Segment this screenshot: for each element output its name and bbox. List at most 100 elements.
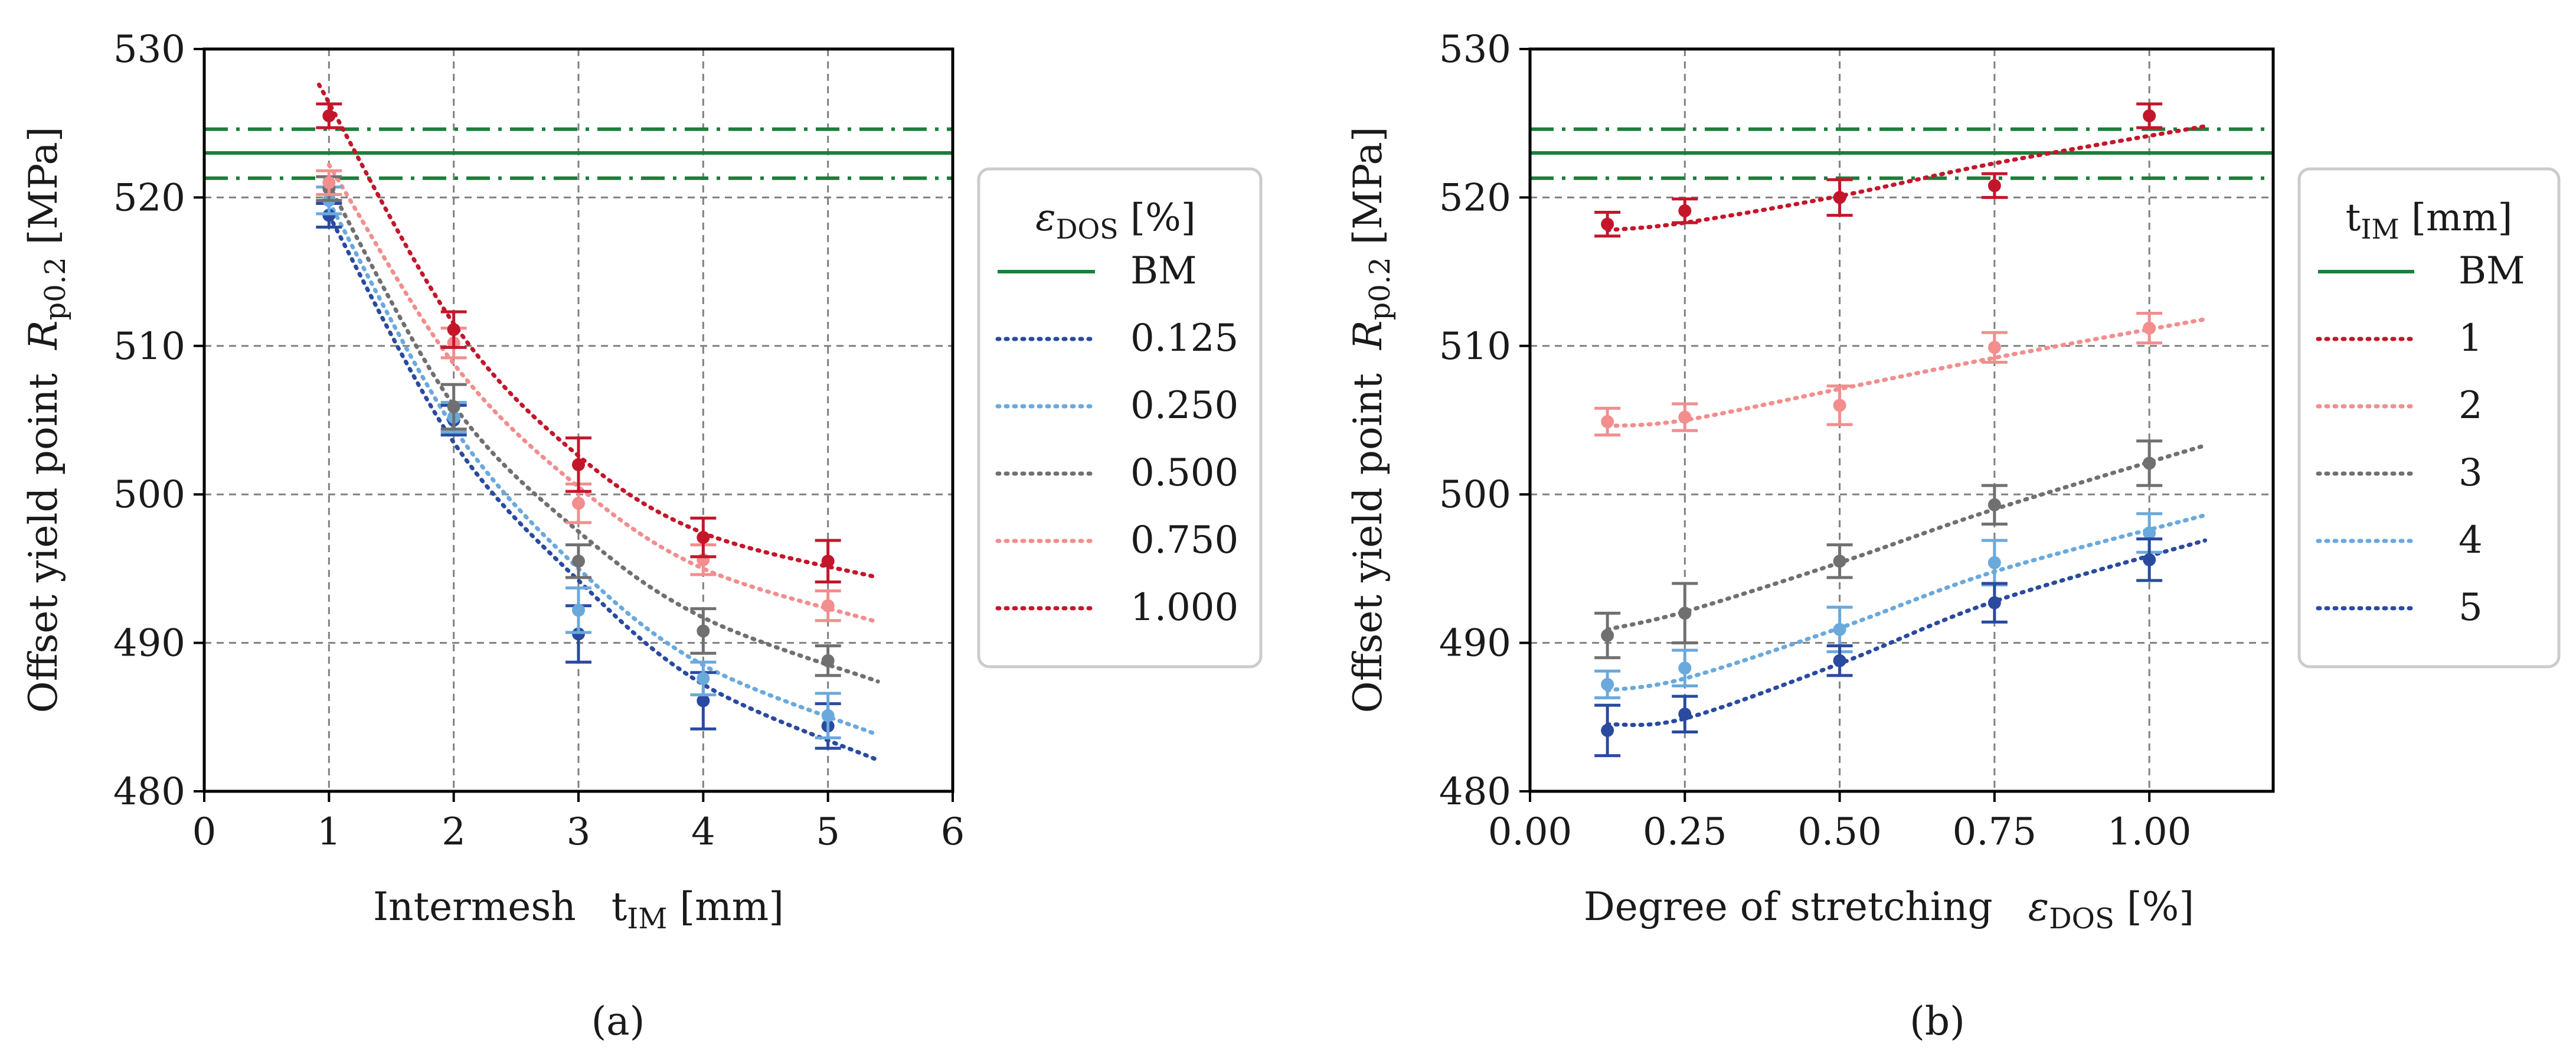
panel-b-marker-5-1: [1678, 707, 1692, 721]
panel-a-point-0.500-4: [815, 644, 841, 677]
panel-b-y-label-unit: [MPa]: [1345, 127, 1391, 257]
panel-a-x-label-symbol: t: [612, 884, 627, 929]
panel-a-y-label-unit: [MPa]: [21, 127, 66, 257]
panel-b-point-2-3: [1981, 331, 2008, 364]
panel-a-fit-curves: [316, 82, 880, 762]
panel-b-x-tick-label-1: 0.25: [1643, 810, 1727, 854]
panel-b-marker-1-2: [1833, 191, 1846, 204]
panel-a-legend-label-1.000: 1.000: [1130, 586, 1238, 630]
panel-b-legend-label-3: 3: [2459, 451, 2483, 495]
panel-a-y-tick-label-0: 480: [113, 770, 185, 814]
panel-b-y-tick-label-2: 500: [1439, 473, 1511, 517]
panel-a-point-0.250-3: [690, 660, 717, 697]
panel-a-point-1.000-1: [440, 310, 467, 349]
panel-a-y-tick-label-5: 530: [113, 28, 185, 71]
panel-b-x-label-unit: [%]: [2114, 884, 2194, 929]
panel-b-point-3-0: [1594, 611, 1621, 660]
panel-b-marker-5-0: [1601, 723, 1614, 737]
panel-b-y-tick-label-4: 520: [1439, 176, 1511, 220]
panel-b-legend-label-5: 5: [2459, 586, 2483, 630]
panel-b-point-5-1: [1672, 694, 1698, 733]
panel-b-legend-label-1: 1: [2459, 317, 2483, 360]
panel-a-legend-entry-0.750: 0.750: [995, 518, 1238, 562]
panel-a-legend-label-BM: BM: [1130, 249, 1197, 293]
panel-b-chart: 0.00 0.25 0.50 0.75 1.00 480 490 500 510 520 530 O…: [1345, 28, 2561, 1044]
panel-b-marker-2-3: [1987, 341, 2001, 354]
panel-a-y-label-sub: p0.2: [39, 257, 72, 320]
panel-b-fit-curve-4: [1605, 513, 2208, 693]
panel-b-y-label-sub: p0.2: [1364, 257, 1397, 320]
panel-a-x-tick-label-3: 3: [567, 810, 591, 854]
panel-a-y-label-main: Offset yield point: [21, 373, 66, 713]
panel-b-marker-5-4: [2143, 553, 2156, 566]
panel-a-marker-0.125-0: [322, 208, 336, 222]
panel-b-plot-frame: [1528, 47, 2275, 793]
panel-b-y-tick-label-3: 510: [1439, 325, 1511, 368]
panel-b-marker-4-1: [1678, 661, 1692, 675]
panel-b-legend-entries: BM 1 2 3 4 5: [2316, 249, 2525, 630]
panel-b-marker-3-2: [1833, 555, 1846, 568]
panel-b-marker-3-4: [2143, 456, 2156, 470]
panel-a-x-label-main: Intermesh: [373, 884, 576, 929]
panel-a-marker-1.000-2: [572, 458, 585, 471]
panel-b-point-4-0: [1594, 669, 1621, 700]
panel-b-x-label-symbol: ε: [2028, 884, 2049, 929]
panel-a-marker-1.000-0: [322, 109, 336, 123]
panel-a-fit-curve-0.500: [326, 183, 880, 684]
panel-b-point-2-1: [1672, 402, 1698, 432]
panel-b-legend-entry-BM: BM: [2318, 249, 2525, 293]
panel-b-point-5-0: [1594, 703, 1621, 758]
panel-b-legend-entry-5: 5: [2316, 586, 2483, 630]
panel-b-legend-title-symbol: t: [2346, 196, 2361, 240]
panel-b-ticks: 0.00 0.25 0.50 0.75 1.00 480 490 500 510 520 530: [1439, 28, 2192, 854]
panel-a-legend-title-symbol: ε: [1035, 196, 1055, 240]
panel-a-point-0.500-3: [690, 607, 717, 655]
panel-b-point-1-2: [1826, 178, 1853, 217]
panel-b-point-5-3: [1981, 582, 2008, 624]
panel-b-legend-title-sub: IM: [2361, 213, 2399, 245]
panel-a-marker-0.750-4: [821, 599, 835, 612]
panel-a-legend-title-sub: DOS: [1056, 213, 1119, 245]
panel-b-point-5-4: [2136, 537, 2163, 582]
panel-a-legend-label-0.500: 0.500: [1130, 451, 1238, 495]
panel-b-x-tick-label-2: 0.50: [1797, 810, 1882, 854]
panel-b-x-tick-label-0: 0.00: [1488, 810, 1573, 854]
panel-a-point-0.125-2: [565, 604, 591, 664]
panel-b-legend-box: [2297, 167, 2561, 668]
panel-a-y-tick-label-4: 520: [113, 176, 185, 220]
panel-b-y-tick-label-0: 480: [1439, 770, 1511, 814]
panel-a-marker-0.250-3: [697, 671, 710, 685]
panel-a-legend-entry-BM: BM: [998, 249, 1197, 293]
panel-a-legend-entry-0.250: 0.250: [995, 384, 1238, 428]
panel-a-marker-0.500-4: [821, 654, 835, 667]
panel-b-marker-4-2: [1833, 622, 1846, 636]
panel-b-marker-1-4: [2143, 109, 2156, 123]
panel-a-marker-0.750-0: [322, 176, 336, 190]
panel-b-marker-3-3: [1987, 498, 2001, 511]
panel-a-y-label-symbol: R: [21, 320, 66, 350]
panel-b-point-1-3: [1981, 172, 2008, 199]
panel-b-point-1-4: [2136, 102, 2163, 129]
panel-b-fit-curves: [1605, 124, 2208, 728]
panel-a-marker-1.000-1: [447, 323, 460, 337]
panel-b-marker-2-0: [1601, 415, 1614, 429]
panel-b-reference-lines: [1530, 127, 2273, 180]
panel-b-point-3-2: [1826, 543, 1853, 579]
panel-a-point-0.125-0: [316, 201, 342, 229]
panel-a-y-tick-label-3: 510: [113, 325, 185, 368]
panel-b-legend-entry-2: 2: [2316, 384, 2483, 428]
panel-b-point-1-0: [1594, 211, 1621, 238]
panel-b-legend-title: tIM [mm]: [2346, 196, 2513, 245]
panel-a-x-tick-label-0: 0: [192, 810, 217, 854]
panel-a-marker-0.250-4: [821, 709, 835, 722]
panel-b-point-2-2: [1826, 384, 1853, 426]
panel-b-x-tick-label-3: 0.75: [1953, 810, 2037, 854]
panel-b-marker-1-1: [1678, 204, 1692, 218]
panel-b-marker-2-1: [1678, 410, 1692, 424]
panel-b-marker-1-0: [1601, 217, 1614, 231]
panel-a-fit-curve-1.000: [316, 82, 880, 580]
panel-a-x-tick-label-5: 5: [816, 810, 840, 854]
panel-b-point-5-2: [1826, 644, 1853, 677]
panel-b-y-label-symbol: R: [1345, 320, 1391, 350]
